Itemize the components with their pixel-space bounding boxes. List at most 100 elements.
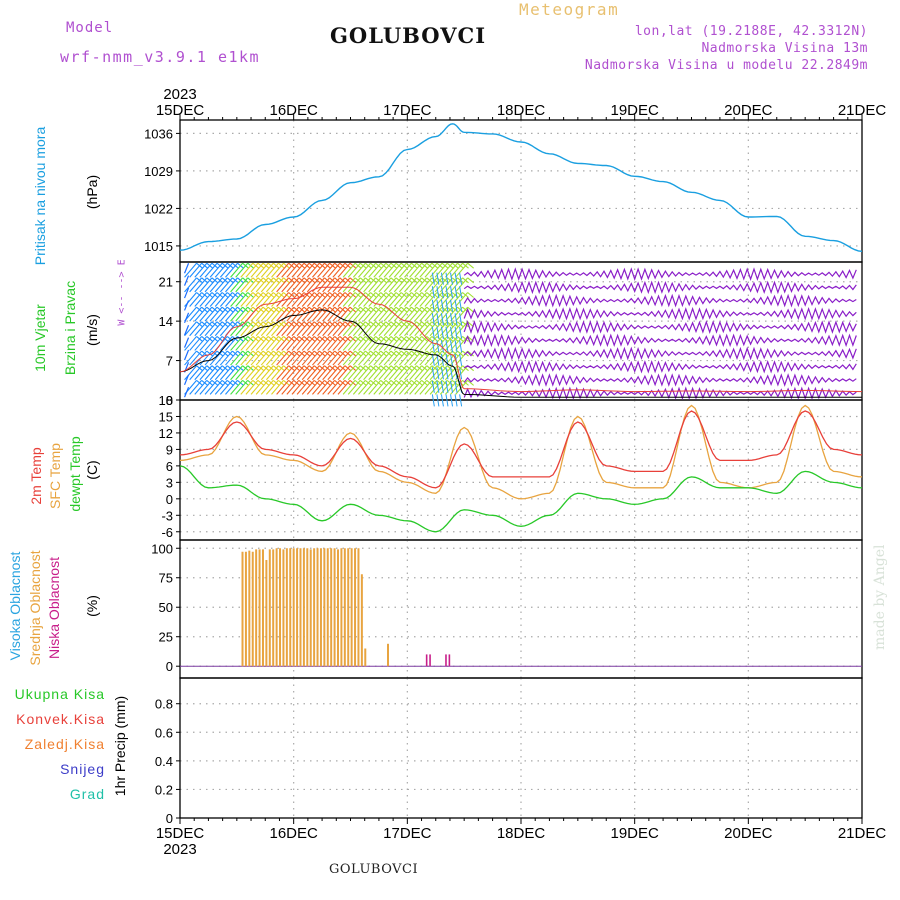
wind-barb — [459, 394, 463, 407]
wind-calm-row — [463, 320, 857, 334]
wind-barb — [455, 277, 469, 293]
wind-barb — [424, 350, 438, 366]
wind-barb — [393, 321, 407, 337]
wind-barb — [436, 340, 440, 353]
wind-barb — [450, 262, 463, 278]
wind-barb — [209, 350, 223, 366]
wind-barb — [235, 306, 249, 322]
wind-barb — [312, 306, 325, 322]
wind-barb — [276, 380, 290, 395]
temp-2m-line — [179, 410, 863, 489]
wind-barb — [459, 353, 463, 366]
wind-barb — [368, 306, 382, 322]
wind-barb — [199, 321, 213, 337]
wind-barb — [240, 277, 254, 293]
wind-barb — [312, 380, 325, 395]
y-tick-label: 0 — [166, 492, 173, 507]
wind-barb — [445, 272, 449, 285]
wind-barb — [312, 321, 325, 337]
wind-barb — [440, 272, 444, 285]
wind-barb — [286, 277, 300, 293]
wind-barb — [209, 277, 223, 293]
wind-barb — [337, 292, 351, 307]
wind-calm-row — [463, 346, 857, 361]
wind-barb — [291, 292, 305, 307]
y-tick-label: -3 — [161, 508, 173, 523]
wind-barb — [378, 321, 392, 337]
wind-barb — [225, 365, 238, 381]
wind-barb — [398, 380, 412, 395]
wind-barb — [219, 292, 233, 307]
wind-barb — [459, 299, 463, 312]
year-label-bottom: 2023 — [163, 841, 196, 858]
wind-barb — [440, 353, 444, 366]
wind-barb — [450, 286, 454, 299]
wind-barb — [373, 350, 387, 366]
wind-barb — [445, 380, 449, 393]
wind-barb — [240, 380, 254, 395]
wind-barb — [271, 306, 284, 322]
wind-barb — [454, 340, 458, 353]
wind-barb — [189, 292, 203, 307]
wind-barb — [383, 306, 397, 322]
x-tick-label-bottom: 18DEC — [497, 825, 546, 842]
wind-barb — [204, 277, 218, 293]
wind-barb — [255, 380, 269, 395]
precip-conv-label: Konvek.Kisa — [16, 711, 105, 727]
y-tick-label: 0.6 — [155, 725, 173, 740]
wind-barb — [455, 306, 469, 322]
wind-barb — [245, 350, 259, 366]
wind-barb — [436, 353, 440, 366]
wind-barb — [214, 350, 228, 366]
wind-barb — [459, 367, 463, 380]
wind-barb — [219, 277, 233, 293]
wind-barb — [240, 292, 254, 307]
wind-barb — [225, 306, 238, 322]
wind-barb — [276, 262, 290, 278]
wind-barb — [204, 262, 218, 278]
wind-barb — [393, 380, 407, 395]
wind-barb — [250, 306, 264, 322]
footer-station: GOLUBOVCI — [329, 862, 419, 877]
wind-barb — [454, 394, 458, 407]
wind-barb — [383, 336, 397, 351]
wind-barb — [183, 300, 190, 311]
wind-barb — [414, 277, 428, 293]
wind-barb — [424, 306, 438, 322]
wind-barb — [276, 277, 290, 293]
y-tick-label: 1022 — [144, 201, 173, 216]
wind-barb-flag — [467, 292, 474, 298]
wind-barb — [445, 313, 449, 326]
wind-barb — [459, 272, 463, 285]
wind-barb — [184, 336, 197, 351]
wind-barb — [404, 262, 417, 278]
wind-barb — [368, 350, 382, 366]
wind-barb — [317, 380, 330, 395]
wind-barb — [296, 262, 310, 278]
wind-barb — [322, 380, 336, 395]
meteogram-title: Meteogram — [519, 0, 620, 19]
wind-barb — [245, 380, 259, 395]
wind-barb — [250, 336, 264, 351]
wind-barb — [204, 365, 218, 381]
wind-barb — [419, 292, 433, 307]
wind-barb — [352, 380, 366, 395]
x-tick-label-bottom: 16DEC — [269, 825, 318, 842]
wind-barb — [250, 292, 264, 307]
wind-barb — [306, 306, 320, 322]
wind-barb — [347, 365, 361, 381]
wind-barb — [312, 262, 325, 278]
wind-calm-row — [463, 280, 857, 295]
wind-barb — [276, 350, 290, 366]
precip-snow-label: Snijeg — [60, 761, 105, 777]
wind-barb — [276, 336, 290, 351]
wind-barb — [414, 365, 428, 381]
wind-barb — [347, 292, 361, 307]
wind-barb — [199, 380, 213, 395]
wind-barb — [383, 380, 397, 395]
wind-barb — [459, 286, 463, 299]
wind-barb — [276, 292, 290, 307]
wind-barb — [189, 277, 203, 293]
wind-barb — [214, 306, 228, 322]
wind-barb — [301, 306, 315, 322]
